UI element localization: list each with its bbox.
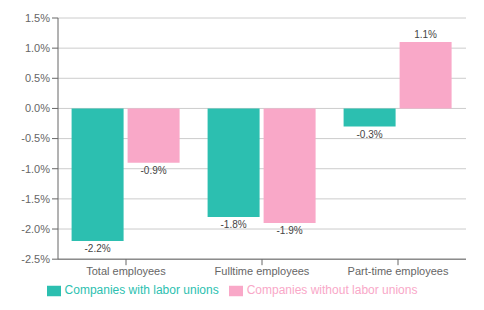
- svg-text:-2.5%: -2.5%: [21, 253, 50, 265]
- svg-text:1.1%: 1.1%: [414, 29, 437, 40]
- svg-text:0.5%: 0.5%: [25, 72, 50, 84]
- svg-text:-0.5%: -0.5%: [21, 132, 50, 144]
- svg-text:-0.3%: -0.3%: [357, 129, 383, 140]
- svg-text:1.5%: 1.5%: [25, 12, 50, 24]
- svg-text:-0.9%: -0.9%: [141, 165, 167, 176]
- svg-text:1.0%: 1.0%: [25, 42, 50, 54]
- svg-text:Fulltime employees: Fulltime employees: [215, 265, 310, 277]
- html-text:Companies with labor unions: Companies with labor unions: [64, 283, 219, 298]
- svg-text:-2.0%: -2.0%: [21, 223, 50, 235]
- html-text:Companies without labor unions: Companies without labor unions: [246, 283, 418, 298]
- svg-text:-1.8%: -1.8%: [221, 219, 247, 230]
- svg-text:-1.9%: -1.9%: [277, 225, 303, 236]
- svg-text:-1.5%: -1.5%: [21, 193, 50, 205]
- svg-text:-1.0%: -1.0%: [21, 163, 50, 175]
- svg-text:-2.2%: -2.2%: [85, 243, 111, 254]
- svg-text:0.0%: 0.0%: [25, 102, 50, 114]
- svg-text:Part-time employees: Part-time employees: [348, 265, 449, 277]
- svg-text:Total employees: Total employees: [86, 265, 166, 277]
